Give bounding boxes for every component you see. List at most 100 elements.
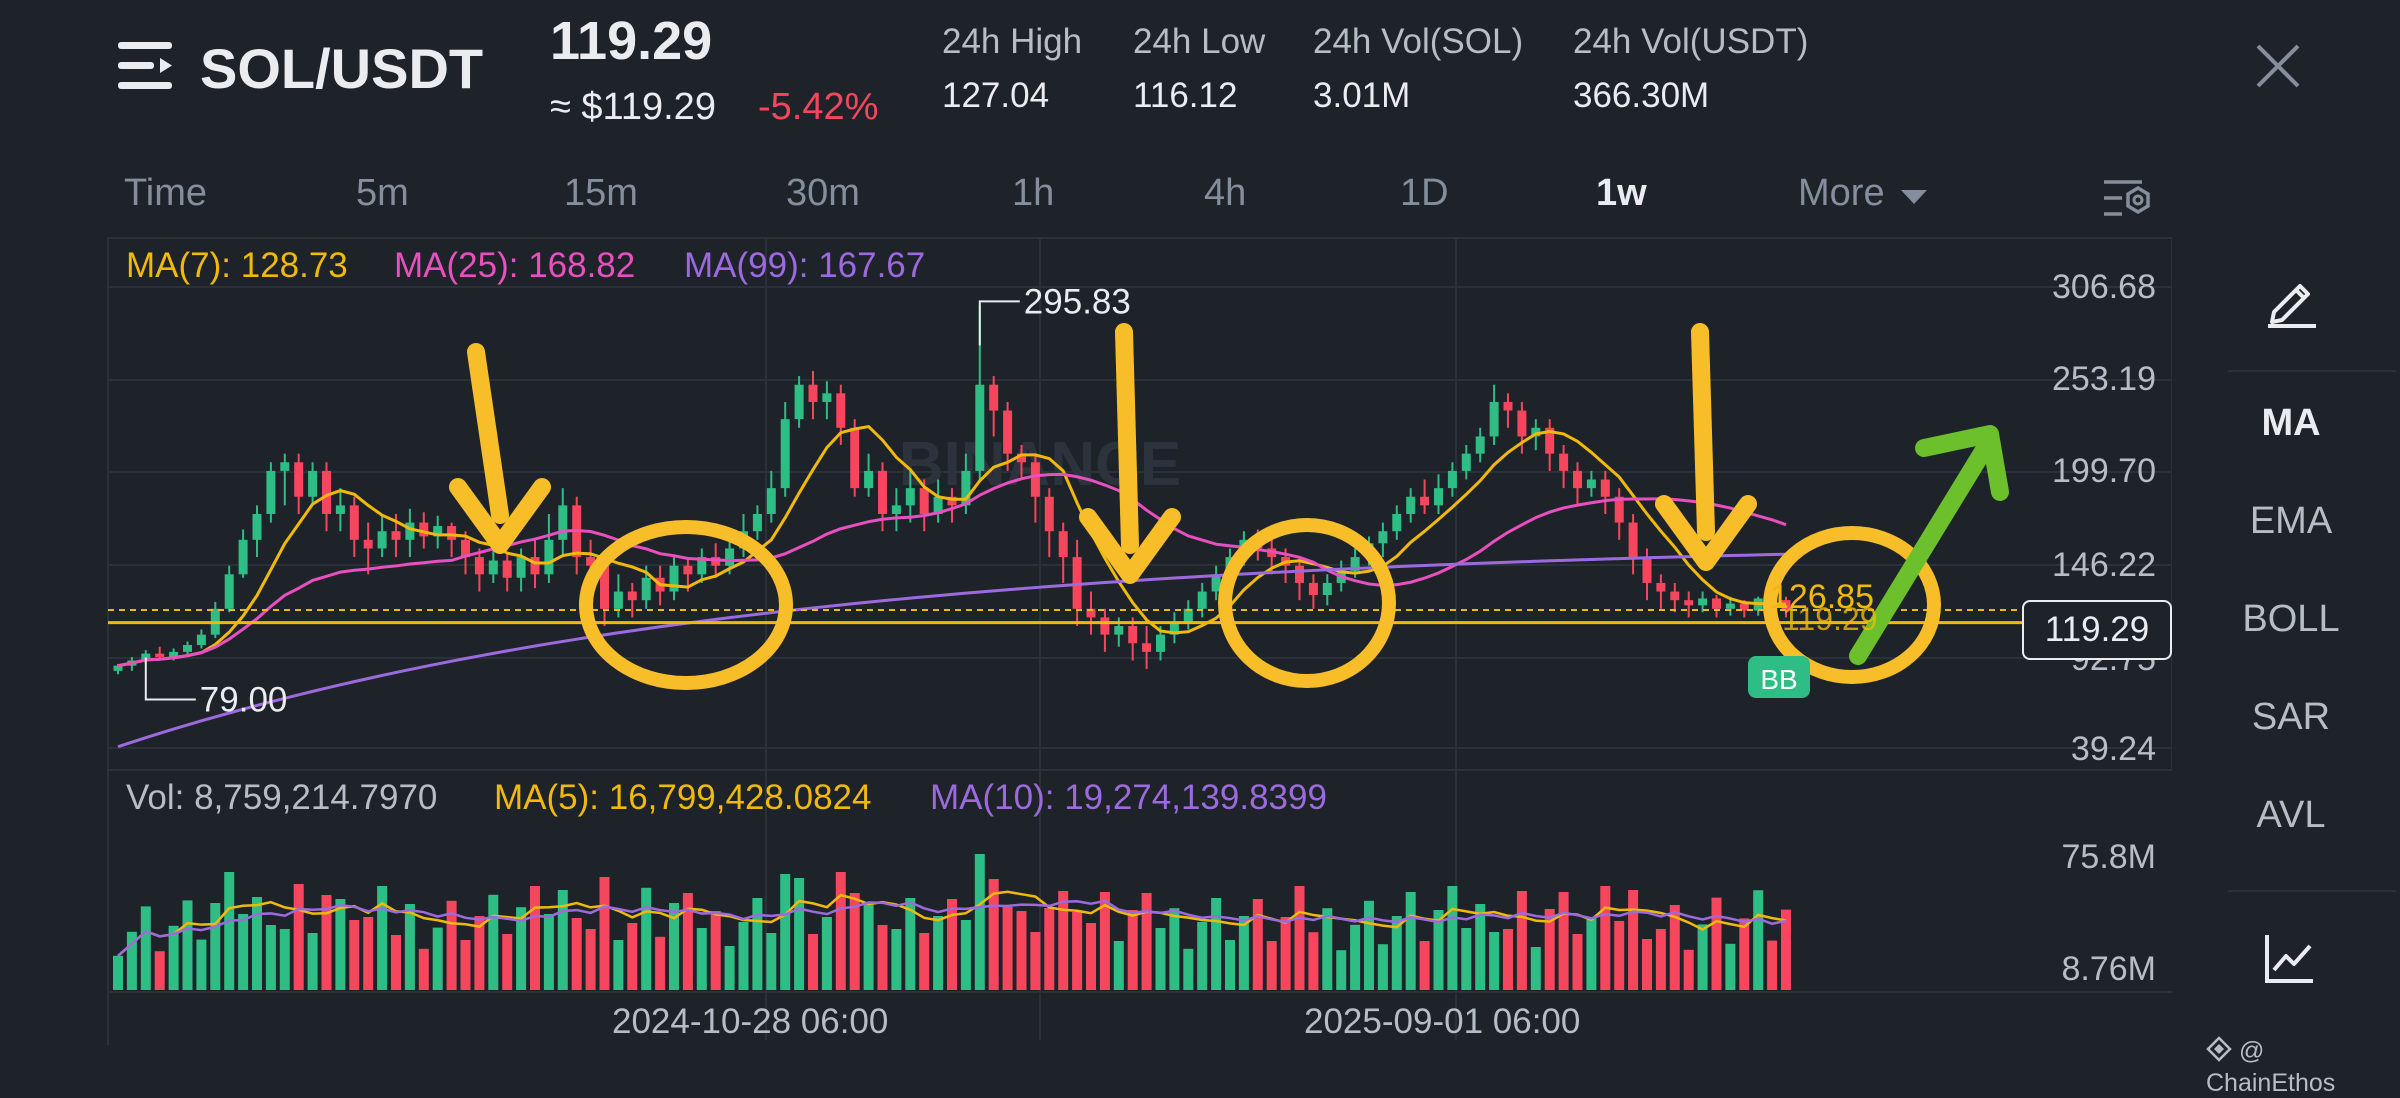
candle-body	[613, 591, 623, 609]
volume-bar	[516, 907, 527, 990]
candle-body	[1725, 603, 1735, 609]
volume-bar	[488, 894, 499, 990]
volume-bar	[1544, 909, 1555, 990]
volume-bar	[474, 916, 485, 990]
candle-body	[1642, 557, 1652, 583]
candle-body	[1517, 410, 1527, 437]
candle-body	[1447, 470, 1457, 489]
volume-bar	[1197, 922, 1208, 990]
tab-15m[interactable]: 15m	[564, 172, 638, 214]
volume-bar	[1669, 905, 1680, 990]
menu-icon[interactable]	[118, 40, 176, 94]
volume-bar	[1308, 932, 1319, 990]
tab-1h[interactable]: 1h	[1012, 172, 1055, 214]
volume-bar	[655, 936, 666, 990]
tab-4h[interactable]: 4h	[1204, 172, 1247, 214]
sidebar-item-avl[interactable]: AVL	[2256, 794, 2326, 836]
indicator-chart-icon[interactable]	[2264, 932, 2316, 984]
candle-body	[113, 665, 123, 671]
candle-body	[1434, 488, 1443, 506]
close-icon[interactable]	[2256, 44, 2300, 88]
candle-body	[266, 470, 276, 514]
candle-body	[641, 577, 651, 601]
candle-body	[1058, 531, 1068, 558]
candle-body	[1586, 479, 1596, 489]
volume-bar	[404, 904, 415, 990]
volume-bar	[1753, 890, 1764, 990]
volume-bar	[863, 904, 874, 990]
candle-body	[961, 470, 971, 506]
tab-more-label: More	[1798, 172, 1885, 214]
volume-bar	[502, 934, 513, 990]
volume-bar	[1294, 886, 1305, 990]
chart-settings-icon[interactable]	[2102, 174, 2154, 222]
moving-average-lines	[108, 424, 2022, 749]
volume-bar	[1238, 916, 1249, 990]
volume-bar	[724, 946, 735, 990]
candle-body	[1295, 565, 1304, 583]
candle-body	[502, 560, 512, 578]
candle-body	[1531, 427, 1541, 437]
tab-more[interactable]: More	[1798, 172, 1928, 216]
ma-value-label: 126.85	[1770, 578, 1874, 616]
sidebar-item-ma[interactable]: MA	[2261, 402, 2321, 444]
volume-bar	[210, 903, 221, 990]
volume-bar	[849, 893, 860, 990]
high-price-label: 295.83	[1024, 282, 1131, 321]
tab-time[interactable]: Time	[124, 172, 208, 214]
candle-body	[1308, 582, 1318, 595]
stat-value-high: 127.04	[942, 76, 1050, 115]
sidebar-item-sar[interactable]: SAR	[2251, 696, 2331, 738]
candle-body	[850, 427, 860, 489]
candle-body	[294, 462, 304, 497]
volume-bar	[1072, 912, 1083, 990]
volume-bar	[224, 872, 235, 990]
candle-body	[1628, 522, 1638, 558]
volume-bar	[557, 890, 568, 990]
candle-body	[530, 557, 540, 575]
down-arrow-shaft	[1115, 323, 1139, 554]
volume-bar	[1711, 897, 1722, 990]
stat-value-low: 116.12	[1133, 76, 1238, 115]
volume-bar	[543, 914, 554, 990]
volume-bar	[1044, 908, 1055, 990]
volume-bar	[1030, 932, 1041, 990]
candle-body	[878, 470, 887, 514]
tab-1w[interactable]: 1w	[1596, 172, 1647, 214]
volume-bar	[1655, 929, 1666, 990]
volume-bar	[1099, 892, 1110, 990]
volume-bar	[1113, 941, 1124, 990]
volume-bar	[891, 929, 902, 990]
candle-body	[1739, 603, 1749, 611]
candle-body	[1461, 453, 1471, 471]
price-change: -5.42%	[758, 86, 879, 128]
tab-1d[interactable]: 1D	[1400, 172, 1449, 214]
candle-body	[1169, 622, 1179, 635]
volume-bar	[252, 897, 262, 990]
tab-5m[interactable]: 5m	[356, 172, 409, 214]
sidebar-item-ema[interactable]: EMA	[2249, 500, 2333, 542]
stat-value-vol-sol: 3.01M	[1313, 76, 1411, 115]
volume-bar	[1447, 886, 1458, 990]
volume-bar	[1739, 918, 1750, 990]
candle-body	[335, 505, 345, 514]
down-arrow-head	[1079, 508, 1181, 584]
candle-body	[1044, 496, 1054, 532]
ma25-line	[117, 472, 1787, 668]
down-arrow-head	[449, 478, 551, 554]
volume-bar	[947, 899, 957, 990]
candle-body	[183, 644, 192, 652]
volume-bar	[905, 898, 916, 990]
candle-body	[766, 488, 776, 514]
volume-bar	[1280, 917, 1291, 990]
pencil-draw-icon[interactable]	[2264, 272, 2320, 328]
volume-bar	[391, 935, 401, 990]
candle-body	[488, 560, 498, 575]
tab-30m[interactable]: 30m	[786, 172, 860, 214]
sidebar-item-boll[interactable]: BOLL	[2242, 598, 2340, 640]
pair-title[interactable]: SOL/USDT	[200, 37, 484, 100]
down-arrow-shaft	[1691, 323, 1715, 541]
candle-body	[447, 526, 457, 540]
